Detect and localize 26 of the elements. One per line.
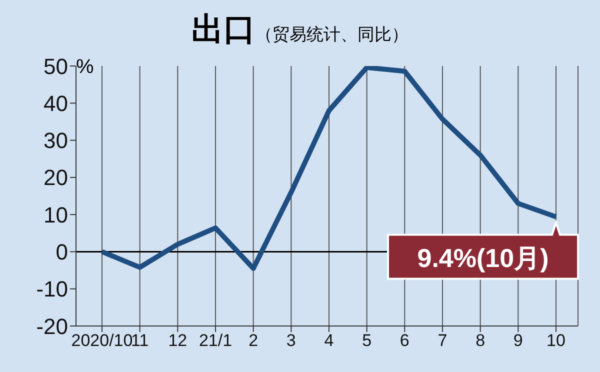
x-tick-label: 21/1 (198, 331, 232, 350)
y-tick-label: 50 (44, 54, 68, 79)
x-tick-label: 5 (362, 331, 372, 350)
x-tick-label: 2 (248, 331, 258, 350)
x-tick-label: 12 (168, 331, 188, 350)
y-tick-label: 30 (44, 128, 68, 154)
chart-title: 出口 (192, 11, 256, 47)
x-tick-label: 3 (286, 331, 296, 350)
x-tick-label: 7 (438, 331, 448, 350)
x-tick-label: 4 (324, 331, 334, 350)
x-tick-label: 11 (131, 331, 149, 350)
x-tick-label: 2020/10 (71, 331, 133, 350)
x-tick-label: 9 (513, 331, 523, 350)
chart-subtitle: （贸易统计、同比） (256, 25, 408, 44)
y-tick-label: 10 (44, 202, 68, 228)
x-tick-label: 10 (546, 331, 566, 350)
x-tick-label: 8 (476, 331, 486, 350)
y-tick-label: -20 (36, 314, 68, 339)
x-tick-label: 6 (400, 331, 410, 350)
y-tick-label: 0 (56, 240, 68, 265)
y-tick-label: 20 (44, 165, 68, 190)
annotation: 9.4%(10月) (417, 242, 549, 273)
y-tick-label: -10 (36, 276, 68, 302)
callout-box: 9.4%(10月) (387, 220, 579, 280)
y-tick-label: 40 (44, 90, 68, 116)
y-axis-title: % (76, 56, 94, 79)
